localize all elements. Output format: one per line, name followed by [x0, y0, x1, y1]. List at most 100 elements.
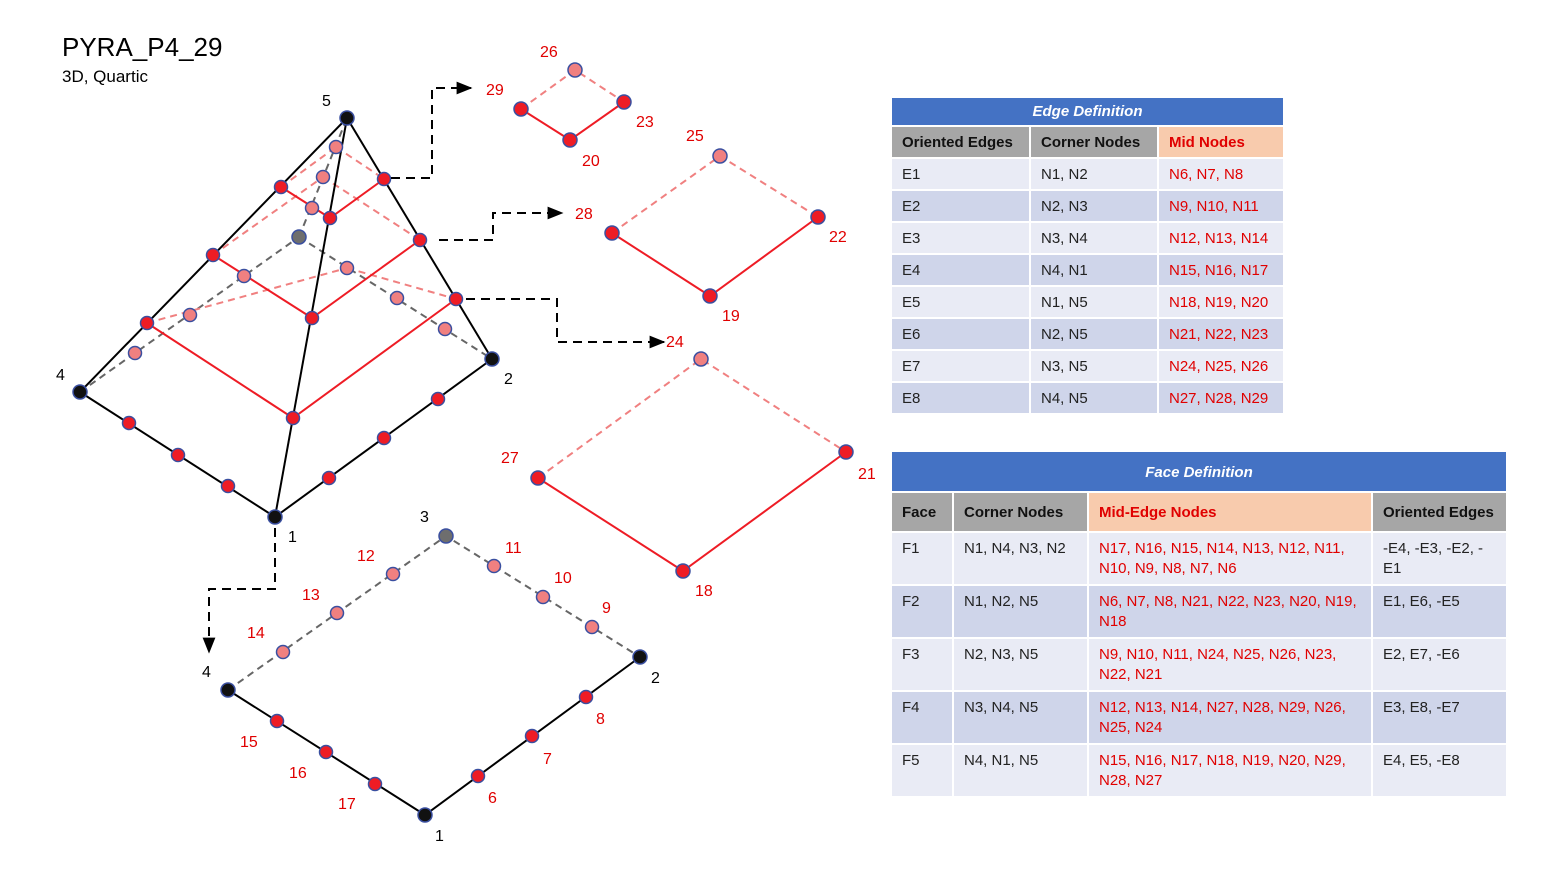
base-label-10: 10 — [554, 570, 572, 587]
pyramid-corner-node — [484, 351, 500, 367]
base-node-9 — [584, 619, 600, 635]
face-mid-edge-nodes: N12, N13, N14, N27, N28, N29, N26, N25, … — [1087, 690, 1373, 745]
slice-20-23-26-29: 20 23 26 29 — [486, 44, 654, 170]
pyramid-hidden-node — [304, 200, 320, 216]
page-subtitle: 3D, Quartic — [62, 67, 148, 86]
face-mid-edge-nodes: N9, N10, N11, N24, N25, N26, N23, N22, N… — [1087, 637, 1373, 692]
edge-id: E5 — [890, 285, 1031, 319]
edge-mid-nodes: N27, N28, N29 — [1157, 381, 1285, 415]
slice1-node-24 — [693, 351, 709, 367]
face-id: F3 — [890, 637, 954, 692]
pyramid-slice3-hidden-b — [335, 146, 385, 180]
table-row: F5 N4, N1, N5 N15, N16, N17, N18, N19, N… — [890, 743, 1508, 798]
slice2-label-22: 22 — [829, 229, 847, 246]
slice1-node-27 — [530, 470, 546, 486]
base-label-2: 2 — [651, 670, 660, 687]
slice1-label-27: 27 — [501, 450, 519, 467]
base-label-17: 17 — [338, 796, 356, 813]
slice3-node-23 — [616, 94, 632, 110]
table-row: E2 N2, N3 N9, N10, N11 — [890, 189, 1285, 223]
face-oriented-edges: E3, E8, -E7 — [1371, 690, 1508, 745]
edge-corner-nodes: N2, N5 — [1029, 317, 1159, 351]
face-oriented-edges: -E4, -E3, -E2, -E1 — [1371, 531, 1508, 586]
face-table-header: Oriented Edges — [1371, 491, 1508, 533]
slice3-label-29: 29 — [486, 82, 504, 99]
base-label-13: 13 — [302, 587, 320, 604]
base-label-9: 9 — [602, 600, 611, 617]
base-label-11: 11 — [505, 540, 522, 557]
slice1-node-18 — [675, 563, 691, 579]
pyramid-corner-node — [339, 110, 355, 126]
edge-id: E1 — [890, 157, 1031, 191]
page-title: PYRA_P4_29 — [62, 32, 223, 62]
base-label-14: 14 — [247, 625, 265, 642]
base-node-13 — [329, 605, 345, 621]
table-row: E7 N3, N5 N24, N25, N26 — [890, 349, 1285, 383]
pyramid-hidden-corner-node — [291, 229, 307, 245]
pyramid-label-5: 5 — [322, 93, 331, 110]
face-id: F5 — [890, 743, 954, 798]
pyramid: 4 1 2 5 — [56, 93, 513, 546]
edge-table-header: Oriented Edges — [890, 125, 1031, 159]
pyramid-hidden-node — [339, 260, 355, 276]
connector-arrows — [202, 81, 666, 654]
table-row: F2 N1, N2, N5 N6, N7, N8, N21, N22, N23,… — [890, 584, 1508, 639]
face-mid-edge-nodes: N17, N16, N15, N14, N13, N12, N11, N10, … — [1087, 531, 1373, 586]
pyramid-hidden-node — [182, 307, 198, 323]
edge-id: E8 — [890, 381, 1031, 415]
table-row: F4 N3, N4, N5 N12, N13, N14, N27, N28, N… — [890, 690, 1508, 745]
base-label-15: 15 — [240, 734, 258, 751]
pyramid-node — [322, 210, 338, 226]
slice2-label-28: 28 — [575, 206, 593, 223]
base-node-11 — [486, 558, 502, 574]
pyramid-hidden-node — [315, 169, 331, 185]
face-corner-nodes: N1, N4, N3, N2 — [952, 531, 1089, 586]
table-row: E5 N1, N5 N18, N19, N20 — [890, 285, 1285, 319]
base-corner-node-1 — [417, 807, 433, 823]
pyramid-node — [448, 291, 464, 307]
pyramid-slice2-hidden-a — [212, 176, 324, 256]
face-oriented-edges: E4, E5, -E8 — [1371, 743, 1508, 798]
edge-id: E2 — [890, 189, 1031, 223]
pyramid-node — [321, 470, 337, 486]
edge-corner-nodes: N1, N5 — [1029, 285, 1159, 319]
edge-definition-table: Edge Definition Oriented Edges Corner No… — [890, 96, 1285, 415]
slice3-label-26: 26 — [540, 44, 558, 61]
pyramid-node — [430, 391, 446, 407]
face-id: F4 — [890, 690, 954, 745]
face-table-header: Mid-Edge Nodes — [1087, 491, 1373, 533]
face-corner-nodes: N4, N1, N5 — [952, 743, 1089, 798]
pyramid-node — [376, 171, 392, 187]
edge-corner-nodes: N3, N5 — [1029, 349, 1159, 383]
edge-corner-nodes: N1, N2 — [1029, 157, 1159, 191]
pyramid-label-4: 4 — [56, 367, 65, 384]
slice2-node-25 — [712, 148, 728, 164]
pyramid-node — [412, 232, 428, 248]
table-row: E3 N3, N4 N12, N13, N14 — [890, 221, 1285, 255]
face-mid-edge-nodes: N15, N16, N17, N18, N19, N20, N29, N28, … — [1087, 743, 1373, 798]
base-label-4: 4 — [202, 664, 211, 681]
face-mid-edge-nodes: N6, N7, N8, N21, N22, N23, N20, N19, N18 — [1087, 584, 1373, 639]
edge-corner-nodes: N4, N1 — [1029, 253, 1159, 287]
face-table-header: Face — [890, 491, 954, 533]
base-node-14 — [275, 644, 291, 660]
edge-id: E7 — [890, 349, 1031, 383]
pyramid-node — [273, 179, 289, 195]
base-label-12: 12 — [357, 548, 375, 565]
edge-mid-nodes: N12, N13, N14 — [1157, 221, 1285, 255]
base-label-3: 3 — [420, 509, 429, 526]
slice1-visible-edges — [537, 451, 847, 573]
edge-id: E3 — [890, 221, 1031, 255]
base-node-6 — [470, 768, 486, 784]
slice3-node-26 — [567, 62, 583, 78]
pyramid-node — [170, 447, 186, 463]
pyramid-corner-node — [267, 509, 283, 525]
pyramid-node — [139, 315, 155, 331]
slice2-node-19 — [702, 288, 718, 304]
edge-table-header: Mid Nodes — [1157, 125, 1285, 159]
pyramid-hidden-node — [236, 268, 252, 284]
slice2-label-25: 25 — [686, 128, 704, 145]
edge-corner-nodes: N3, N4 — [1029, 221, 1159, 255]
arrow-to-slice2 — [439, 206, 564, 241]
